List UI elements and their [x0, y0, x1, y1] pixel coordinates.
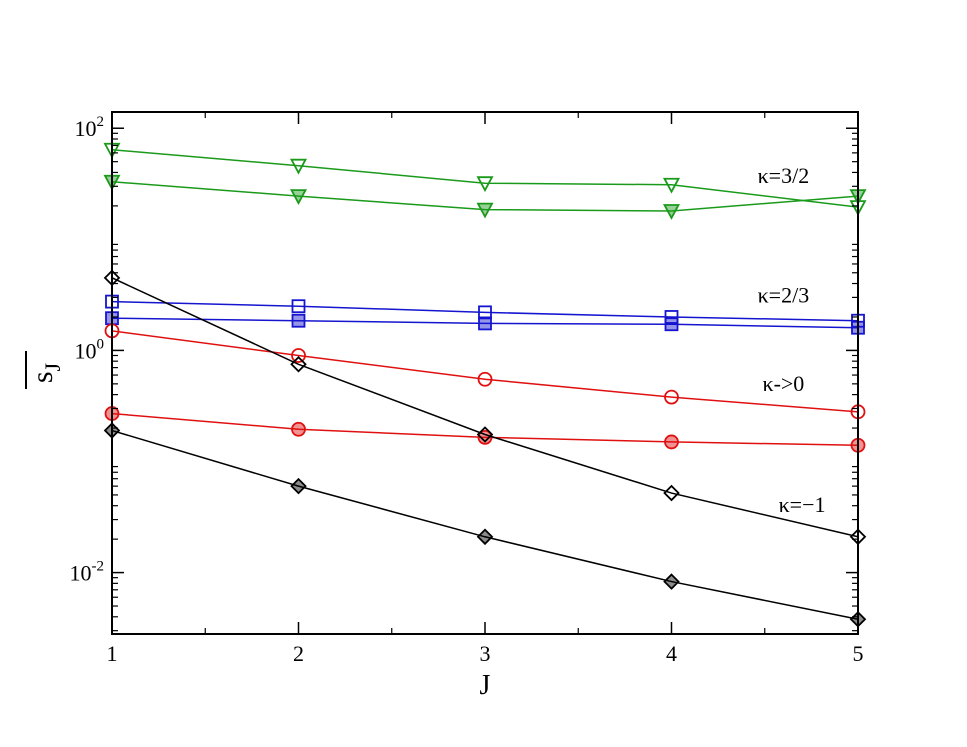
data-point [662, 177, 681, 194]
series-line [111, 277, 859, 538]
data-point [664, 389, 679, 405]
series-line [111, 330, 859, 413]
data-point [290, 477, 307, 495]
labels-layer: 1 2 3 4 5 102 100 10-2 JsJ κ=3/2 κ=2/3 κ->0 κ=−1 [25, 114, 864, 701]
y-tick-label: 100 [75, 336, 105, 363]
series-line [111, 412, 859, 447]
x-tick-label: 2 [293, 641, 304, 666]
data-point [291, 313, 306, 328]
data-point [476, 426, 494, 443]
series-line [111, 429, 859, 621]
x-tick-label: 1 [107, 641, 118, 666]
series-5 [104, 406, 866, 453]
series-line [111, 149, 859, 208]
annotation-label: κ=2/3 [758, 282, 810, 307]
annotation-label: κ=−1 [779, 492, 826, 517]
data-point [290, 356, 307, 373]
data-point [291, 348, 306, 363]
x-tick-label: 4 [666, 641, 677, 666]
plot-frame [111, 111, 859, 635]
y-tick-label: 102 [75, 114, 105, 141]
x-tick-label: 5 [853, 641, 864, 666]
x-tick-label: 3 [480, 641, 491, 666]
data-point [476, 202, 494, 219]
series-line [111, 300, 859, 322]
data-point [664, 317, 679, 332]
y-axis-label-text: sJ [26, 362, 65, 383]
data-point [291, 299, 306, 314]
data-point [289, 189, 308, 205]
data-point [664, 434, 679, 450]
data-point [664, 310, 679, 324]
series-line [111, 317, 859, 329]
x-axis-label: J [480, 670, 491, 701]
data-point [662, 204, 681, 220]
data-point [477, 371, 493, 387]
annotation-label: κ=3/2 [758, 163, 810, 188]
data-point [663, 573, 680, 590]
data-point [478, 305, 492, 320]
series-line [111, 180, 859, 212]
data-point [476, 176, 494, 193]
data-point [289, 158, 308, 175]
data-point [663, 484, 680, 502]
annotation-label: κ->0 [762, 371, 804, 396]
data-point [477, 429, 493, 445]
y-axis-label: sJ [25, 351, 65, 389]
y-tick-label: 10-2 [70, 559, 105, 586]
data-point [476, 528, 494, 546]
data-point [478, 316, 492, 331]
data-point [291, 421, 306, 437]
